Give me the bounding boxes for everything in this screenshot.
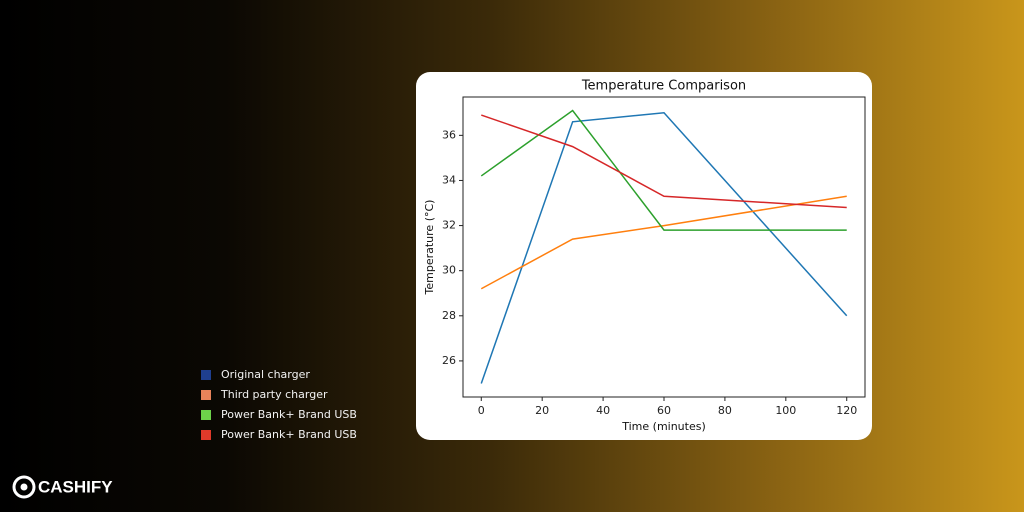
legend-label: Original charger: [221, 368, 310, 381]
line-series: [480, 112, 848, 384]
x-tick-label: 20: [535, 404, 549, 417]
card: [416, 72, 872, 440]
legend-label: Power Bank+ Brand USB: [221, 428, 357, 441]
legend-label: Power Bank+ Brand USB: [221, 408, 357, 421]
y-tick-label: 36: [442, 128, 456, 141]
line-series: [481, 114, 847, 209]
plot-frame: [462, 96, 866, 398]
x-tick-label: 120: [836, 404, 857, 417]
legend-label: Third party charger: [220, 388, 328, 401]
y-tick-label: 34: [442, 173, 456, 186]
y-tick-label: 28: [442, 309, 456, 322]
legend-swatch: [201, 390, 211, 400]
line-series: [480, 109, 847, 231]
brand-name: CASHIFY: [38, 477, 113, 496]
x-tick-label: 100: [775, 404, 796, 417]
y-axis-label: Temperature (°C): [423, 200, 436, 296]
x-axis-label: Time (minutes): [621, 420, 706, 433]
x-tick-label: 40: [596, 404, 610, 417]
legend-swatch: [201, 370, 211, 380]
y-tick-label: 26: [442, 354, 456, 367]
y-tick-label: 30: [442, 264, 456, 277]
x-tick-label: 80: [718, 404, 732, 417]
y-tick-label: 32: [442, 219, 456, 232]
x-tick-label: 0: [478, 404, 485, 417]
x-tick-label: 60: [657, 404, 671, 417]
chart-title: Temperature Comparison: [581, 79, 746, 94]
line-series: [480, 195, 847, 290]
legend-swatch: [201, 410, 211, 420]
brand-logo: CASHIFY: [12, 475, 113, 499]
legend-swatch: [201, 430, 211, 440]
